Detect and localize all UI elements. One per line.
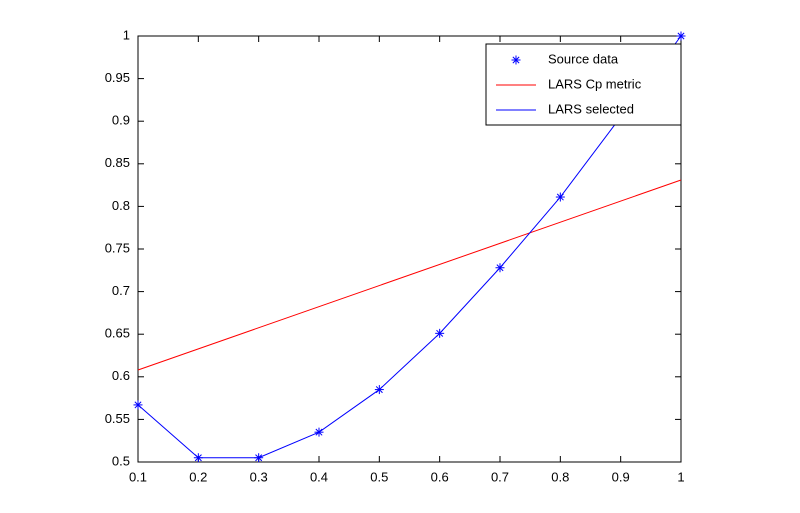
star-marker [511,55,521,65]
y-tick-label: 0.8 [112,198,130,213]
x-tick-label: 0.7 [491,469,509,484]
y-tick-label: 0.55 [105,411,130,426]
y-tick-label: 0.65 [105,326,130,341]
x-tick-label: 0.3 [250,469,268,484]
series-line [137,35,682,459]
marker-stroke [512,56,520,64]
legend-label: LARS selected [548,101,634,116]
y-tick-label: 1 [123,27,130,42]
x-tick-label: 0.2 [189,469,207,484]
y-tick-label: 0.75 [105,240,130,255]
y-tick-label: 0.95 [105,70,130,85]
x-tick-label: 0.4 [310,469,328,484]
y-tick-label: 0.5 [112,453,130,468]
series-line [137,179,682,371]
x-tick-label: 0.8 [551,469,569,484]
legend-label: Source data [548,51,619,66]
y-tick-label: 0.7 [112,283,130,298]
x-tick-label: 1 [677,469,684,484]
y-tick-label: 0.85 [105,155,130,170]
y-tick-label: 0.9 [112,113,130,128]
legend-label: LARS Cp metric [548,76,642,91]
x-tick-label: 0.5 [370,469,388,484]
x-tick-label: 0.1 [129,469,147,484]
x-tick-label: 0.6 [431,469,449,484]
y-tick-label: 0.6 [112,368,130,383]
x-tick-label: 0.9 [612,469,630,484]
